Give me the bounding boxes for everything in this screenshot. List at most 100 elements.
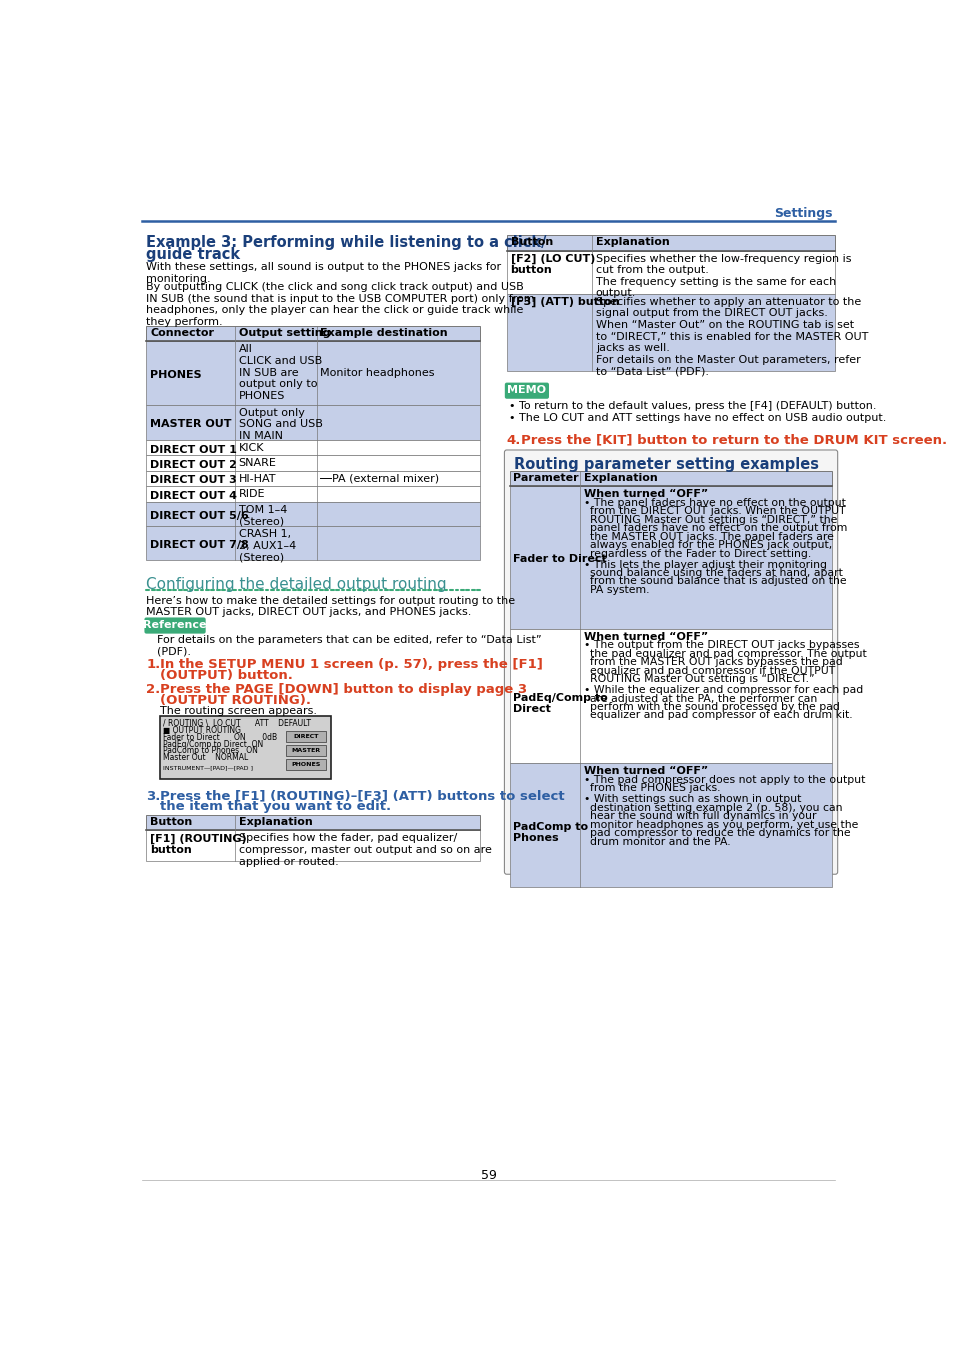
Text: DIRECT OUT 1: DIRECT OUT 1 — [150, 444, 237, 455]
Text: • With settings such as shown in output: • With settings such as shown in output — [583, 794, 801, 805]
Text: Press the [KIT] button to return to the DRUM KIT screen.: Press the [KIT] button to return to the … — [520, 433, 945, 447]
Text: • The pad compressor does not apply to the output: • The pad compressor does not apply to t… — [583, 775, 864, 784]
Bar — [509, 471, 831, 486]
Text: Fader to Direct: Fader to Direct — [513, 554, 606, 564]
Text: 59: 59 — [480, 1169, 497, 1183]
Text: Parameter: Parameter — [513, 472, 578, 483]
Text: For details on the parameters that can be edited, refer to “Data List”
(PDF).: For details on the parameters that can b… — [157, 634, 541, 656]
Text: monitor headphones as you perform, yet use the: monitor headphones as you perform, yet u… — [589, 819, 857, 830]
Bar — [146, 502, 479, 526]
Text: ROUTING Master Out setting is “DIRECT,” the: ROUTING Master Out setting is “DIRECT,” … — [589, 514, 836, 525]
Text: With these settings, all sound is output to the PHONES jacks for
monitoring.: With these settings, all sound is output… — [146, 262, 501, 284]
Text: / ROUTING \  LO CUT      ATT    DEFAULT: / ROUTING \ LO CUT ATT DEFAULT — [163, 718, 311, 728]
Text: PHONES: PHONES — [291, 761, 320, 767]
Text: from the PHONES jacks.: from the PHONES jacks. — [589, 783, 720, 794]
Bar — [146, 815, 479, 830]
Text: DIRECT OUT 7/8: DIRECT OUT 7/8 — [150, 540, 249, 549]
Bar — [506, 251, 835, 294]
Text: Here’s how to make the detailed settings for output routing to the
MASTER OUT ja: Here’s how to make the detailed settings… — [146, 595, 515, 617]
FancyBboxPatch shape — [144, 617, 206, 633]
Text: ■ OUTPUT ROUTING: ■ OUTPUT ROUTING — [163, 726, 241, 734]
Bar — [146, 325, 479, 342]
Text: 3.: 3. — [146, 790, 161, 802]
Text: 1.: 1. — [146, 657, 160, 671]
Text: panel faders have no effect on the output from: panel faders have no effect on the outpu… — [589, 524, 846, 533]
Text: MEMO: MEMO — [507, 385, 546, 396]
Text: ROUTING Master Out setting is “DIRECT.”: ROUTING Master Out setting is “DIRECT.” — [589, 674, 814, 684]
Bar — [146, 526, 479, 560]
Text: Settings: Settings — [773, 207, 831, 220]
Text: Output setting: Output setting — [238, 328, 330, 339]
Bar — [286, 732, 326, 741]
Text: Explanation: Explanation — [239, 817, 313, 828]
Text: drum monitor and the PA.: drum monitor and the PA. — [589, 837, 730, 846]
Text: Connector: Connector — [150, 328, 214, 339]
Bar — [506, 294, 835, 371]
Bar — [146, 471, 479, 486]
Text: MASTER: MASTER — [292, 748, 320, 753]
Text: PA system.: PA system. — [589, 585, 648, 595]
Bar — [146, 405, 479, 440]
Text: Routing parameter setting examples: Routing parameter setting examples — [514, 456, 819, 472]
Text: RIDE: RIDE — [238, 489, 265, 500]
Text: PadEq/Comp to
Direct: PadEq/Comp to Direct — [513, 693, 607, 714]
Text: DIRECT: DIRECT — [293, 734, 318, 738]
Text: Press the [F1] (ROUTING)–[F3] (ATT) buttons to select: Press the [F1] (ROUTING)–[F3] (ATT) butt… — [160, 790, 564, 802]
Text: When turned “OFF”: When turned “OFF” — [583, 489, 708, 500]
Text: When turned “OFF”: When turned “OFF” — [583, 632, 708, 641]
Text: KICK: KICK — [238, 443, 264, 454]
Text: Button: Button — [510, 238, 553, 247]
Bar — [509, 486, 831, 629]
Text: Reference: Reference — [143, 620, 207, 630]
Text: INSTRUMENT—[PAD]—[PAD ]: INSTRUMENT—[PAD]—[PAD ] — [163, 765, 253, 769]
Text: from the MASTER OUT jacks bypasses the pad: from the MASTER OUT jacks bypasses the p… — [589, 657, 841, 667]
Text: equalizer and pad compressor of each drum kit.: equalizer and pad compressor of each dru… — [589, 710, 851, 721]
Text: perform with the sound processed by the pad: perform with the sound processed by the … — [589, 702, 839, 711]
Text: • While the equalizer and compressor for each pad: • While the equalizer and compressor for… — [583, 684, 862, 695]
Text: By outputting CLICK (the click and song click track output) and USB
IN SUB (the : By outputting CLICK (the click and song … — [146, 282, 535, 327]
Text: 4.: 4. — [506, 433, 520, 447]
Bar — [146, 440, 479, 455]
Text: pad compressor to reduce the dynamics for the: pad compressor to reduce the dynamics fo… — [589, 829, 849, 838]
Bar — [146, 342, 479, 405]
Text: DIRECT OUT 3: DIRECT OUT 3 — [150, 475, 236, 486]
Text: [F2] (LO CUT)
button: [F2] (LO CUT) button — [510, 254, 595, 275]
Text: the MASTER OUT jacks. The panel faders are: the MASTER OUT jacks. The panel faders a… — [589, 532, 833, 541]
Text: Specifies whether to apply an attenuator to the
signal output from the DIRECT OU: Specifies whether to apply an attenuator… — [596, 297, 867, 377]
Text: PadComp to Phones   ON: PadComp to Phones ON — [163, 747, 258, 756]
FancyBboxPatch shape — [504, 382, 548, 398]
Text: are adjusted at the PA, the performer can: are adjusted at the PA, the performer ca… — [589, 694, 816, 703]
Text: HI-HAT: HI-HAT — [238, 474, 275, 483]
Text: Press the PAGE [DOWN] button to display page 3: Press the PAGE [DOWN] button to display … — [160, 683, 527, 697]
Text: hear the sound with full dynamics in your: hear the sound with full dynamics in you… — [589, 811, 816, 821]
Text: When turned “OFF”: When turned “OFF” — [583, 767, 708, 776]
Text: (OUTPUT) button.: (OUTPUT) button. — [160, 668, 293, 682]
Text: PadEq/Comp to Direct  ON: PadEq/Comp to Direct ON — [163, 740, 263, 748]
Text: 2.: 2. — [146, 683, 160, 697]
Bar — [146, 455, 479, 471]
Text: regardless of the Fader to Direct setting.: regardless of the Fader to Direct settin… — [589, 548, 810, 559]
Text: Fader to Direct      ON       0dB: Fader to Direct ON 0dB — [163, 733, 277, 741]
Text: Specifies whether the low-frequency region is
cut from the output.
The frequency: Specifies whether the low-frequency regi… — [596, 254, 850, 298]
Text: DIRECT OUT 2: DIRECT OUT 2 — [150, 460, 237, 470]
Text: [F3] (ATT) button: [F3] (ATT) button — [510, 297, 618, 306]
Text: PHONES: PHONES — [150, 370, 202, 379]
Text: always enabled for the PHONES jack output,: always enabled for the PHONES jack outpu… — [589, 540, 831, 549]
Text: • The LO CUT and ATT settings have no effect on USB audio output.: • The LO CUT and ATT settings have no ef… — [509, 413, 885, 423]
Text: SNARE: SNARE — [238, 459, 276, 468]
Text: guide track: guide track — [146, 247, 240, 262]
Text: Explanation: Explanation — [596, 238, 669, 247]
Text: • The panel faders have no effect on the output: • The panel faders have no effect on the… — [583, 498, 845, 508]
Bar — [146, 830, 479, 861]
Text: TOM 1–4
(Stereo): TOM 1–4 (Stereo) — [238, 505, 287, 526]
Text: • To return to the default values, press the [F4] (DEFAULT) button.: • To return to the default values, press… — [509, 401, 876, 412]
Bar — [509, 763, 831, 887]
Text: All
CLICK and USB
IN SUB are
output only to
PHONES: All CLICK and USB IN SUB are output only… — [238, 344, 321, 401]
Text: The routing screen appears.: The routing screen appears. — [160, 706, 317, 717]
Bar — [286, 745, 326, 756]
Text: DIRECT OUT 5/6: DIRECT OUT 5/6 — [150, 510, 249, 521]
Bar — [286, 759, 326, 769]
Text: • This lets the player adjust their monitoring: • This lets the player adjust their moni… — [583, 559, 826, 570]
Text: Output only
SONG and USB
IN MAIN: Output only SONG and USB IN MAIN — [238, 408, 322, 441]
FancyBboxPatch shape — [504, 450, 837, 875]
